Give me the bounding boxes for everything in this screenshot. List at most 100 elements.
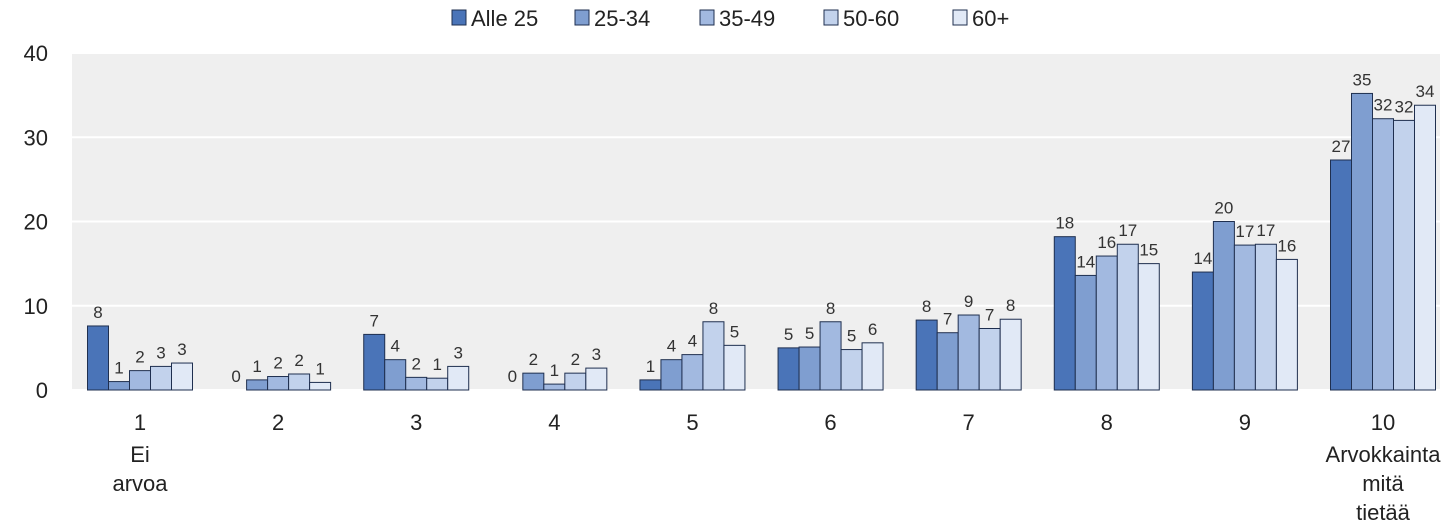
legend-item-35-49: 35-49 (699, 6, 775, 31)
data-label: 5 (730, 322, 739, 341)
x-tick-label: 10 (1371, 410, 1395, 435)
bar-group-6: 5 585 6 (777, 299, 884, 391)
bar (1191, 271, 1214, 391)
y-tick-label: 40 (24, 41, 48, 66)
y-tick-label: 30 (24, 125, 48, 150)
data-label: 1 (252, 357, 261, 376)
x-tick-sublabel: Arvokkainta (1326, 442, 1442, 467)
data-label: 8 (709, 299, 718, 318)
bar (288, 373, 311, 391)
data-label: 2 (294, 351, 303, 370)
x-tick-sublabel: Ei (130, 442, 150, 467)
data-label: 1 (114, 359, 123, 378)
x-tick-label: 2 (272, 410, 284, 435)
bar (915, 319, 938, 391)
data-label: 17 (1235, 222, 1254, 241)
bar (405, 376, 428, 391)
data-label: 2 (273, 354, 282, 373)
bar (564, 372, 587, 391)
data-label: 5 (805, 324, 814, 343)
bar (1330, 159, 1352, 391)
x-tick-label: 1 (134, 410, 146, 435)
data-label: 32 (1395, 97, 1414, 116)
legend-swatch (451, 9, 467, 26)
data-label: 0 (508, 367, 517, 386)
data-label: 4 (667, 337, 676, 356)
bar (1053, 236, 1076, 391)
data-label: 1 (646, 357, 655, 376)
data-label: 18 (1055, 214, 1074, 233)
bar (702, 321, 725, 391)
data-label: 34 (1416, 82, 1435, 101)
data-label: 4 (390, 337, 399, 356)
bar (999, 318, 1022, 391)
x-axis-tick-labels: 1 Ei arvoa 2 3 4 5 6 7 8 9 10 Arvokkainta mitä tietää (112, 410, 1441, 525)
bar (585, 367, 608, 391)
bar (681, 354, 704, 391)
bar (522, 372, 545, 391)
data-label: 8 (826, 299, 835, 318)
legend-label: 60+ (972, 6, 1009, 31)
data-label: 27 (1332, 137, 1351, 156)
x-tick-label: 6 (824, 410, 836, 435)
x-tick-sublabel: tietää (1356, 500, 1411, 525)
bar (1414, 104, 1436, 391)
y-tick-label: 20 (24, 210, 48, 235)
x-tick-label: 5 (686, 410, 698, 435)
y-tick-label: 0 (36, 378, 48, 403)
data-label: 20 (1214, 199, 1233, 218)
bar (267, 376, 290, 391)
data-label: 17 (1118, 221, 1137, 240)
data-label: 3 (592, 345, 601, 364)
data-label: 2 (529, 350, 538, 369)
data-label: 3 (177, 340, 186, 359)
legend-item-25-34: 25-34 (574, 6, 650, 31)
bar (1275, 258, 1298, 391)
data-label: 15 (1139, 241, 1158, 260)
data-label: 8 (922, 297, 931, 316)
bar (447, 365, 470, 391)
bar (1116, 243, 1139, 391)
x-tick-sublabel: arvoa (112, 471, 168, 496)
y-axis-tick-labels: 0 10 20 30 40 (24, 41, 48, 403)
bar (1137, 263, 1160, 391)
data-label: 2 (135, 348, 144, 367)
bar (840, 349, 863, 391)
x-tick-label: 4 (548, 410, 560, 435)
bar (1254, 243, 1277, 391)
data-label: 5 (784, 325, 793, 344)
bar (1233, 244, 1256, 391)
legend-label: 50-60 (843, 6, 899, 31)
bar (723, 344, 746, 391)
x-tick-label: 9 (1239, 410, 1251, 435)
bar (1393, 119, 1415, 391)
bar (1074, 274, 1097, 391)
bar (384, 359, 407, 391)
legend-swatch (952, 9, 968, 26)
bar-group-1: 812 3 3 (87, 303, 193, 391)
bar-group-5: 14 485 (639, 299, 746, 391)
bar (150, 365, 172, 391)
data-label: 2 (411, 354, 420, 373)
data-label: 17 (1256, 221, 1275, 240)
data-label: 1 (315, 359, 324, 378)
data-label: 14 (1076, 252, 1095, 271)
bar (363, 333, 386, 391)
data-label: 32 (1374, 96, 1393, 115)
legend: Alle 25 25-34 35-49 50-60 60+ (451, 6, 1009, 31)
legend-swatch (699, 9, 715, 26)
bar (129, 370, 151, 391)
bar (798, 346, 821, 391)
bar (1095, 255, 1118, 391)
bar (777, 347, 800, 391)
legend-swatch (574, 9, 590, 26)
data-label: 16 (1277, 236, 1296, 255)
bar (1372, 118, 1394, 391)
